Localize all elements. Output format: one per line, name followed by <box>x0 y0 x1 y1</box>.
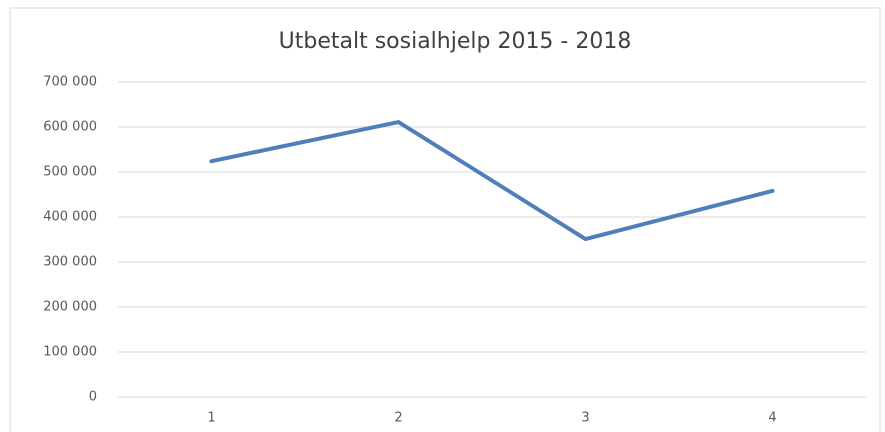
x-tick-label: 3 <box>581 411 589 426</box>
x-tick-label: 1 <box>207 411 215 426</box>
chart-title: Utbetalt sosialhjelp 2015 - 2018 <box>279 29 632 54</box>
y-tick-label: 700 000 <box>43 75 97 90</box>
data-line <box>209 120 775 242</box>
y-tick-label: 200 000 <box>43 300 97 315</box>
y-tick-label: 400 000 <box>43 210 97 225</box>
x-tick-label: 2 <box>394 411 402 426</box>
y-tick-label: 0 <box>89 390 97 405</box>
y-tick-label: 100 000 <box>43 345 97 360</box>
y-tick-label: 500 000 <box>43 165 97 180</box>
x-tick-label: 4 <box>768 411 776 426</box>
y-tick-label: 300 000 <box>43 255 97 270</box>
chart-border <box>9 7 881 432</box>
y-tick-label: 600 000 <box>43 120 97 135</box>
